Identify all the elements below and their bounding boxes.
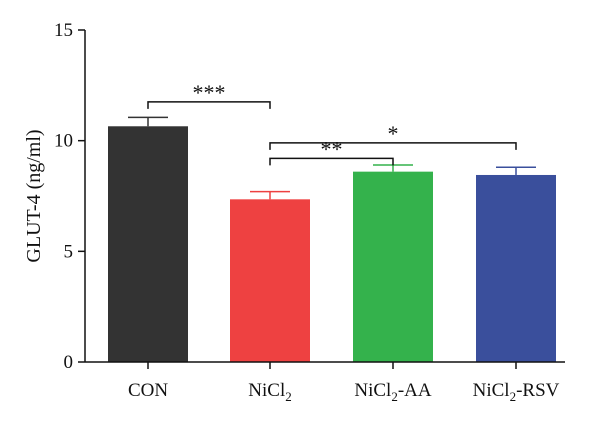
significance-bracket-1	[269, 157, 394, 166]
significance-label-2: *	[388, 121, 399, 146]
bar-2	[353, 171, 433, 362]
bar-3	[476, 174, 556, 362]
bar-1	[230, 199, 310, 362]
y-tick-label: 15	[54, 20, 73, 41]
bars-group	[108, 126, 556, 362]
y-ticks-group: 0 5 10 15	[54, 20, 85, 373]
x-category-label: NiCl2	[248, 380, 291, 404]
significance-bracket-0	[147, 101, 271, 109]
y-tick-label: 5	[64, 241, 74, 262]
significance-label-0: ***	[193, 80, 226, 105]
y-axis-title: GLUT-4 (ng/ml)	[23, 129, 45, 262]
x-category-label: NiCl2-AA	[354, 380, 432, 404]
significance-label-1: **	[321, 136, 343, 161]
significance-group: ******	[147, 80, 517, 166]
bar-0	[108, 126, 188, 362]
y-tick-label: 0	[64, 352, 74, 373]
y-tick-label: 10	[54, 131, 73, 152]
x-labels-group: CON NiCl2 NiCl2-AA NiCl2-RSV	[128, 362, 560, 404]
axes-group	[84, 30, 565, 363]
significance-bracket-2	[269, 142, 517, 150]
x-category-label: CON	[128, 380, 168, 401]
x-category-label: NiCl2-RSV	[473, 380, 560, 404]
